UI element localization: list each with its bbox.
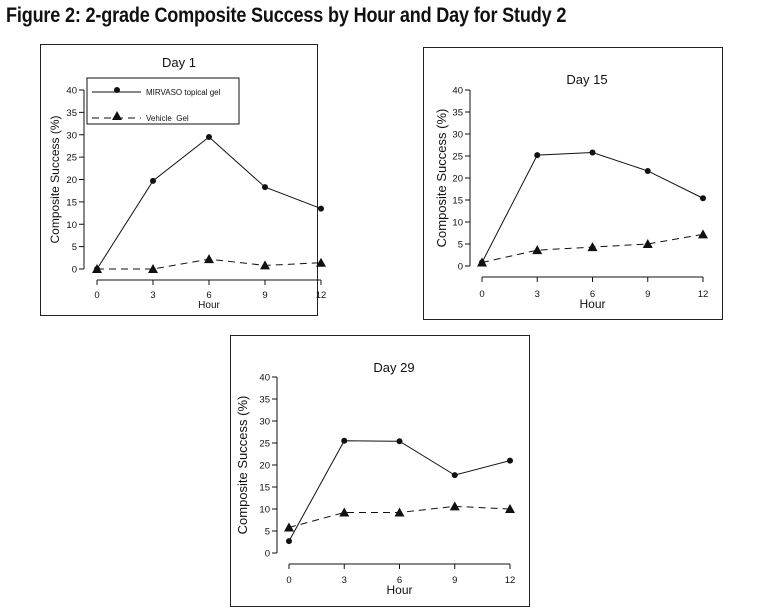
data-point-vehicle <box>698 229 708 239</box>
data-point-vehicle <box>339 507 350 517</box>
y-tick-label: 15 <box>66 197 77 208</box>
data-point-mirvaso <box>589 149 596 156</box>
data-point-vehicle <box>148 264 158 273</box>
chart-svg-day-29: Day 29 0 5 10 15 20 25 30 35 40 0 3 6 9 12 Hour Composit… <box>235 360 516 597</box>
legend-entry-label: Vehicle Gel <box>146 114 189 123</box>
y-tick-label: 0 <box>265 549 270 560</box>
y-tick-label: 20 <box>66 175 77 186</box>
data-point-vehicle <box>394 507 405 517</box>
data-point-mirvaso <box>150 177 156 184</box>
x-tick-label: 0 <box>94 290 99 301</box>
x-tick-label: 3 <box>342 575 347 586</box>
y-axis-label: Composite Success (%) <box>48 115 62 243</box>
y-axis-label: Composite Success (%) <box>235 396 250 535</box>
x-axis-label: Hour <box>198 300 220 311</box>
data-point-mirvaso <box>206 133 212 140</box>
data-point-vehicle <box>260 260 270 270</box>
x-tick-label: 12 <box>505 575 516 586</box>
chart-svg-day-1: Day 1 0 5 10 15 20 25 30 35 40 0 3 6 9 12 Hour Composite… <box>48 55 326 311</box>
y-tick-label: 5 <box>458 240 463 251</box>
legend-box <box>86 77 240 125</box>
data-point-vehicle <box>204 254 214 264</box>
chart-panel-day-29: Day 29 0 5 10 15 20 25 30 35 40 0 3 6 9 12 Hour Composit… <box>230 335 530 607</box>
chart-svg-day-15: Day 15 0 5 10 15 20 25 30 35 40 0 3 6 9 12 Hour Composit… <box>434 72 709 311</box>
data-point-mirvaso <box>507 457 513 464</box>
chart-panel-day-1: Day 1 0 5 10 15 20 25 30 35 40 0 3 6 9 12 Hour Composite… <box>40 44 326 316</box>
y-tick-label: 40 <box>452 86 463 97</box>
data-point-mirvaso <box>644 167 651 174</box>
y-tick-label: 20 <box>452 174 463 185</box>
y-axis-label: Composite Success (%) <box>434 109 449 248</box>
data-point-mirvaso <box>396 438 403 445</box>
x-tick-label: 3 <box>150 290 155 301</box>
y-tick-label: 10 <box>66 220 77 231</box>
data-point-mirvaso <box>262 184 268 191</box>
y-tick-label: 40 <box>66 86 77 97</box>
series-line-mirvaso <box>288 440 511 542</box>
legend-marker-vehicle <box>112 111 122 120</box>
y-tick-label: 35 <box>66 108 77 119</box>
y-tick-label: 0 <box>72 265 77 276</box>
series-line-mirvaso <box>96 136 322 270</box>
data-point-vehicle <box>587 242 598 252</box>
y-tick-label: 25 <box>452 152 463 163</box>
x-tick-label: 12 <box>316 290 327 301</box>
y-tick-label: 15 <box>259 483 270 494</box>
y-tick-label: 5 <box>265 527 270 538</box>
x-tick-label: 6 <box>397 575 402 586</box>
x-tick-label: 3 <box>535 289 540 300</box>
y-tick-label: 20 <box>259 461 270 472</box>
data-point-vehicle <box>477 257 487 267</box>
data-point-mirvaso <box>341 437 348 444</box>
y-tick-label: 10 <box>259 505 270 516</box>
x-tick-label: 0 <box>286 575 291 586</box>
data-point-vehicle <box>505 504 515 513</box>
data-point-mirvaso <box>700 195 706 202</box>
x-tick-label: 9 <box>262 290 267 301</box>
y-tick-label: 25 <box>66 153 77 164</box>
panel-title: Day 29 <box>373 360 414 375</box>
data-point-vehicle <box>532 245 543 255</box>
legend: MIRVASO topical gel Vehicle Gel <box>86 77 240 125</box>
y-tick-label: 5 <box>72 242 77 253</box>
y-tick-label: 35 <box>452 108 463 119</box>
y-tick-label: 15 <box>452 196 463 207</box>
data-point-vehicle <box>92 264 102 273</box>
x-tick-label: 6 <box>590 289 595 300</box>
y-tick-label: 25 <box>259 439 270 450</box>
data-point-vehicle <box>316 257 326 267</box>
x-axis-label: Hour <box>386 583 412 597</box>
x-axis-label: Hour <box>579 297 605 311</box>
figure-title: Figure 2: 2-grade Composite Success by H… <box>6 4 567 27</box>
x-tick-label: 9 <box>452 575 457 586</box>
data-point-mirvaso <box>451 472 458 479</box>
data-point-vehicle <box>284 522 294 532</box>
y-tick-label: 30 <box>452 130 463 141</box>
y-tick-label: 0 <box>458 262 463 273</box>
x-tick-label: 6 <box>206 290 211 301</box>
panel-title: Day 1 <box>162 55 196 70</box>
y-tick-label: 35 <box>259 395 270 406</box>
x-tick-label: 0 <box>479 289 484 300</box>
data-point-mirvaso <box>286 538 292 545</box>
y-tick-label: 30 <box>66 130 77 141</box>
y-tick-label: 10 <box>452 218 463 229</box>
x-tick-label: 12 <box>698 289 709 300</box>
data-point-vehicle <box>642 239 653 248</box>
chart-panel-day-15: Day 15 0 5 10 15 20 25 30 35 40 0 3 6 9 12 Hour Composit… <box>423 47 723 320</box>
data-point-vehicle <box>449 501 460 511</box>
panel-title: Day 15 <box>566 72 607 87</box>
data-point-mirvaso <box>318 205 324 212</box>
legend-entry-label: MIRVASO topical gel <box>146 88 221 97</box>
data-point-mirvaso <box>534 152 541 159</box>
y-tick-label: 40 <box>259 373 270 384</box>
legend-marker-mirvaso <box>114 87 120 93</box>
y-tick-label: 30 <box>259 417 270 428</box>
x-tick-label: 9 <box>645 289 650 300</box>
